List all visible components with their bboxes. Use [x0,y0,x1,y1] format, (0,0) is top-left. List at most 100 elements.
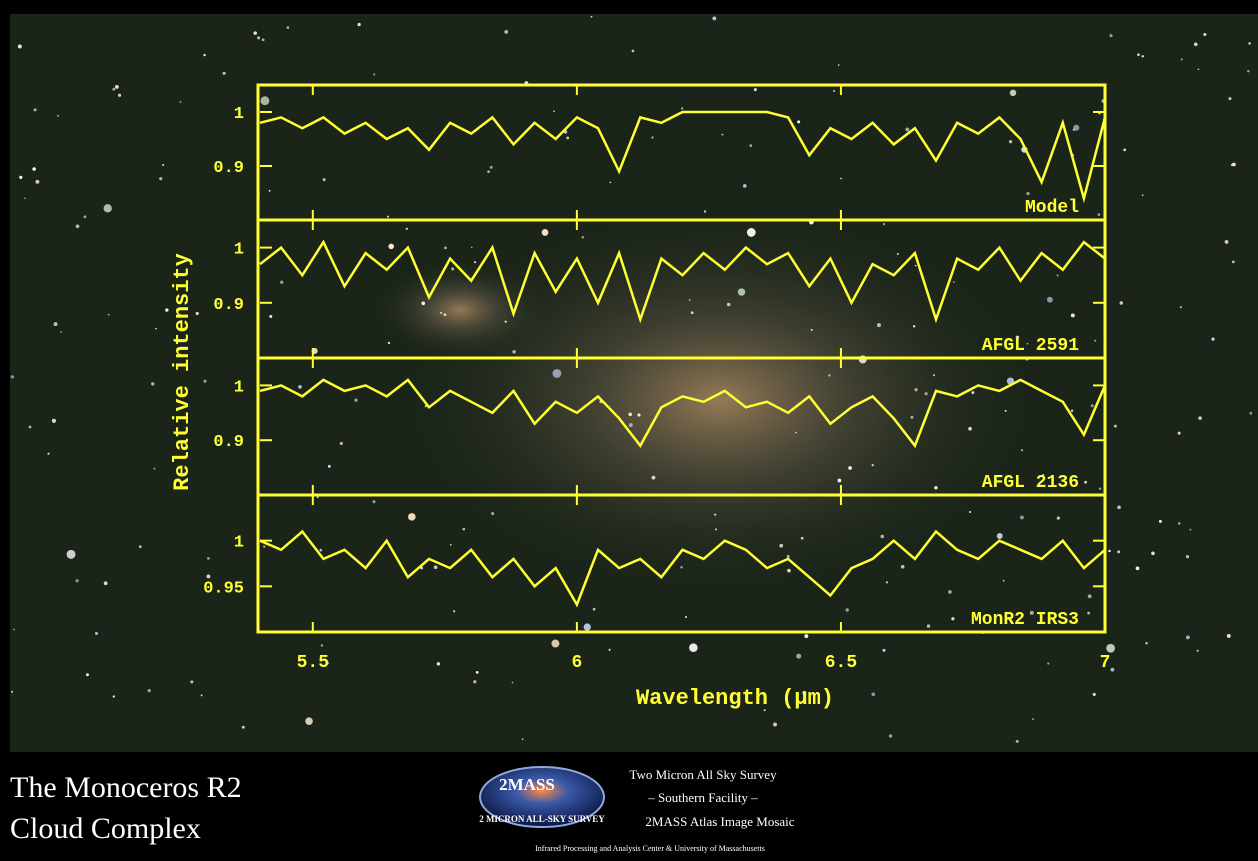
star [13,629,15,631]
star [1190,529,1192,531]
star [1010,90,1017,97]
star [388,244,394,250]
star [779,544,783,548]
star [1111,668,1115,672]
star [846,608,849,611]
star [584,623,591,630]
star [796,654,801,659]
star [934,486,937,489]
y-tick-label: 0.9 [213,159,244,178]
star [632,50,635,53]
star [738,288,745,295]
star [504,30,508,34]
star [1228,97,1231,100]
star [838,64,840,66]
star [1087,612,1090,615]
star [801,537,804,540]
star [1145,642,1147,644]
star [1142,55,1144,57]
star [927,624,930,627]
star [871,692,875,696]
star [476,671,479,674]
star [915,265,917,267]
star [451,267,454,270]
star [1159,520,1162,523]
star [1178,522,1181,525]
star [373,73,375,75]
star [440,312,442,314]
star [190,680,193,683]
star [490,166,493,169]
star [897,253,899,255]
star [1005,410,1007,412]
star [223,72,226,75]
star [474,261,476,263]
star [1098,213,1101,216]
star [207,557,210,560]
star [773,723,777,727]
y-tick-label: 1 [234,241,244,260]
star [321,644,323,646]
series-label: Model [1025,198,1079,218]
institution: Infrared Processing and Analysis Center … [535,844,765,853]
star [542,229,549,236]
star [47,453,49,455]
star [408,513,416,521]
star [652,476,656,480]
star [689,299,691,301]
star [269,315,272,318]
star [148,689,151,692]
star [553,111,555,113]
star [1114,425,1117,428]
star [1047,662,1049,664]
star [323,178,326,181]
star [242,726,245,729]
x-tick-label: 6.5 [825,653,857,673]
star [373,500,376,503]
star [811,329,813,331]
nebula [390,200,1050,600]
star [340,442,343,445]
star [795,432,797,434]
star [704,210,706,212]
star [444,313,447,316]
star [1003,580,1005,582]
star [180,101,182,103]
credit: – Southern Facility – [647,790,758,805]
star [968,427,972,431]
star [629,423,633,427]
star [883,223,885,225]
star [637,413,640,416]
star [913,325,915,327]
star [388,342,390,344]
nebula [370,260,550,360]
star [1203,33,1206,36]
star [35,180,39,184]
star [1032,718,1034,720]
star [11,375,14,378]
y-tick-label: 0.9 [213,296,244,315]
star [1117,505,1121,509]
star [444,247,447,250]
star [387,216,389,218]
star [60,331,62,333]
star [689,643,698,652]
star [1026,192,1029,195]
star [593,608,596,611]
star [269,190,271,192]
star [953,281,955,283]
star [287,26,290,29]
star [1249,412,1252,415]
star [889,734,892,737]
star [112,88,115,91]
star [104,204,112,212]
star [54,322,58,326]
star [553,369,562,378]
star [727,303,731,307]
star [24,197,26,199]
star [877,323,881,327]
star [357,23,360,26]
star [76,224,80,228]
star [262,38,265,41]
star [95,632,98,635]
